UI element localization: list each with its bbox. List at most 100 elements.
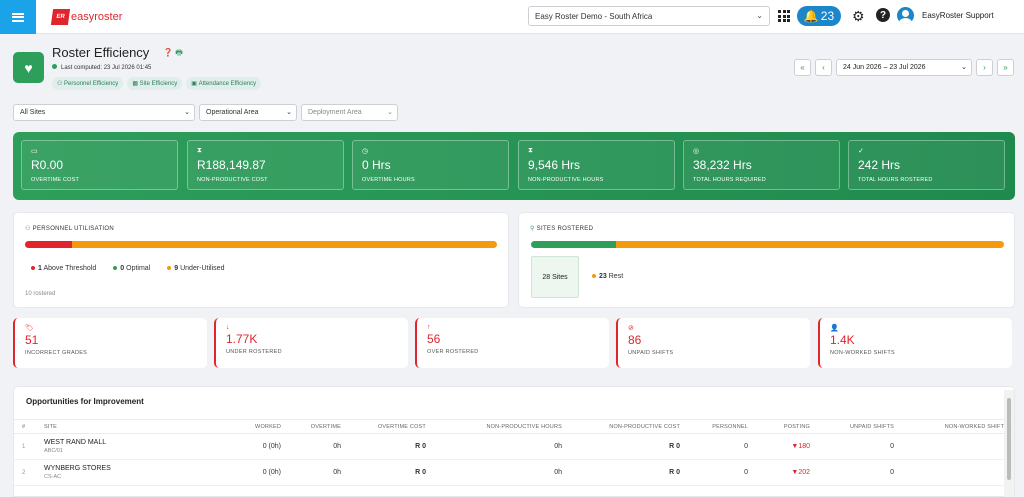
chevron-down-icon: ⌄ [387, 109, 393, 116]
bar-segment-sites [531, 241, 617, 248]
cell-personnel: 0 [688, 433, 756, 460]
gear-icon[interactable]: ⚙ [852, 8, 865, 24]
personnel-utilisation-card: ⚇ PERSONNEL UTILISATION 1 Above Threshol… [13, 212, 509, 308]
tab-personnel-efficiency[interactable]: ⚇ Personnel Efficiency [52, 77, 124, 90]
cell-site: WYNBERG STORES CS-AC [36, 459, 206, 486]
logo[interactable]: ER easyroster [50, 9, 122, 25]
stat-non-worked-shifts[interactable]: 👤 1.4K NON-WORKED SHIFTS [818, 318, 1012, 368]
stat-incorrect-grades[interactable]: 🏷 51 INCORRECT GRADES [13, 318, 207, 368]
legend-label: Above Threshold [43, 265, 97, 272]
title-actions: ❓ 🖶 [163, 47, 183, 61]
col-posting[interactable]: POSTING [756, 419, 818, 434]
cell-overtime: 0h [289, 433, 349, 460]
col-non-worked-shifts[interactable]: NON-WORKED SHIFTS [902, 419, 1016, 434]
organisation-select[interactable]: Easy Roster Demo - South Africa ⌄ [528, 6, 770, 26]
date-range-select[interactable]: 24 Jun 2026 – 23 Jul 2026 ⌄ [836, 59, 972, 76]
utilisation-legend: 1 Above Threshold 0 Optimal 9 Under-Util… [31, 265, 224, 272]
rest-label: Rest [608, 273, 624, 280]
kpi-value: 38,232 Hrs [693, 158, 752, 172]
kpi-value: R0.00 [31, 158, 64, 172]
cell-overtime-cost: R 0 [349, 459, 434, 486]
apps-grid-icon[interactable] [778, 10, 790, 22]
notifications-count: 23 [820, 9, 835, 23]
bar-segment-under [72, 241, 497, 248]
cell-personnel: 0 [688, 459, 756, 486]
green-dot-icon [113, 266, 118, 270]
col-site[interactable]: SITE [36, 419, 206, 434]
sites-rostered-card: ⚲ SITES ROSTERED 28 Sites 23 Rest [518, 212, 1015, 308]
user-name[interactable]: EasyRoster Support [922, 11, 994, 20]
help-circle-icon[interactable]: ❓ [163, 48, 173, 57]
tab-attendance-efficiency[interactable]: ▣ Attendance Efficiency [186, 77, 262, 90]
chevron-down-icon: ⌄ [286, 109, 292, 116]
bar-segment-rest [616, 241, 1004, 248]
stat-label: UNPAID SHIFTS [628, 350, 674, 356]
user-avatar-icon[interactable] [897, 7, 914, 24]
legend-under: 9 Under-Utilised [167, 265, 224, 272]
deployment-area-select[interactable]: Deployment Area ⌄ [301, 104, 398, 121]
target-icon: ◎ [693, 148, 700, 155]
col-overtime-cost[interactable]: OVERTIME COST [349, 419, 434, 434]
prev-period-button[interactable]: ‹ [815, 59, 832, 76]
cell-np-cost: R 0 [570, 433, 688, 460]
stat-under-rostered[interactable]: ↓ 1.77K UNDER ROSTERED [214, 318, 408, 368]
site-name[interactable]: WYNBERG STORES [44, 465, 111, 472]
site-name[interactable]: WEST RAND MALL [44, 439, 107, 446]
table-row[interactable]: 2 WYNBERG STORES CS-AC 0 (0h) 0h R 0 0h R… [14, 459, 1016, 486]
col-worked[interactable]: WORKED [206, 419, 289, 434]
logo-mark: ER [50, 9, 71, 25]
print-icon[interactable]: 🖶 [175, 48, 183, 57]
notifications-button[interactable]: 🔔 23 [797, 6, 841, 26]
cell-worked: 0 (0h) [206, 433, 289, 460]
sites-count: 28 Sites [542, 273, 568, 281]
legend-above: 1 Above Threshold [31, 265, 96, 272]
kpi-label: TOTAL HOURS REQUIRED [693, 177, 766, 183]
first-period-button[interactable]: « [794, 59, 811, 76]
stat-label: INCORRECT GRADES [25, 350, 88, 356]
kpi-total-hours-rostered: ✓ 242 Hrs TOTAL HOURS ROSTERED [848, 140, 1005, 190]
table-row[interactable]: 1 WEST RAND MALL ABC/01 0 (0h) 0h R 0 0h … [14, 433, 1016, 460]
scrollbar-thumb[interactable] [1007, 398, 1011, 480]
operational-area-select[interactable]: Operational Area ⌄ [199, 104, 297, 121]
kpi-value: R188,149.87 [197, 158, 266, 172]
chevron-down-icon: ⌄ [961, 64, 967, 71]
date-navigation: « ‹ 24 Jun 2026 – 23 Jul 2026 ⌄ › » [794, 59, 1014, 76]
cell-posting: ▼180 [756, 433, 818, 460]
col-unpaid-shifts[interactable]: UNPAID SHIFTS [818, 419, 902, 434]
col-non-productive-cost[interactable]: NON-PRODUCTIVE COST [570, 419, 688, 434]
menu-button[interactable] [0, 0, 36, 34]
chevron-down-icon: ⌄ [756, 11, 763, 20]
utilisation-bar [25, 241, 497, 248]
clock-icon: ◷ [362, 148, 369, 155]
kpi-label: TOTAL HOURS ROSTERED [858, 177, 933, 183]
check-icon: ✓ [858, 148, 864, 155]
kpi-overtime-hours: ◷ 0 Hrs OVERTIME HOURS [352, 140, 509, 190]
tab-site-efficiency[interactable]: ▦ Site Efficiency [127, 77, 183, 90]
users-icon: ⚇ [57, 81, 65, 87]
cell-unpaid: 0 [818, 459, 902, 486]
next-period-button[interactable]: › [976, 59, 993, 76]
cell-non-worked: 0 [902, 459, 1016, 486]
sites-select[interactable]: All Sites ⌄ [13, 104, 195, 121]
stat-unpaid-shifts[interactable]: ⊘ 86 UNPAID SHIFTS [616, 318, 810, 368]
card-title-text: PERSONNEL UTILISATION [32, 226, 114, 232]
sites-bar [531, 241, 1004, 248]
site-code: CS-AC [44, 474, 62, 480]
stat-label: NON-WORKED SHIFTS [830, 350, 895, 356]
last-period-button[interactable]: » [997, 59, 1014, 76]
table-scrollbar[interactable] [1004, 390, 1014, 497]
last-computed: Last computed: 23 Jul 2026 01:45 [52, 64, 151, 71]
help-icon[interactable]: ? [876, 8, 890, 22]
operational-area-value: Operational Area [206, 109, 259, 116]
cell-unpaid: 0 [818, 433, 902, 460]
arrow-down-icon: ↓ [226, 324, 230, 331]
stat-over-rostered[interactable]: ↑ 56 OVER ROSTERED [415, 318, 609, 368]
col-overtime[interactable]: OVERTIME [289, 419, 349, 434]
sites-count-box[interactable]: 28 Sites [531, 256, 579, 298]
col-personnel[interactable]: PERSONNEL [688, 419, 756, 434]
organisation-select-value: Easy Roster Demo - South Africa [535, 12, 653, 21]
col-non-productive-hours[interactable]: NON-PRODUCTIVE HOURS [434, 419, 570, 434]
kpi-overtime-cost: ▭ R0.00 OVERTIME COST [21, 140, 178, 190]
card-title: ⚇ PERSONNEL UTILISATION [25, 225, 114, 232]
kpi-non-productive-hours: ⧗ 9,546 Hrs NON-PRODUCTIVE HOURS [518, 140, 675, 190]
